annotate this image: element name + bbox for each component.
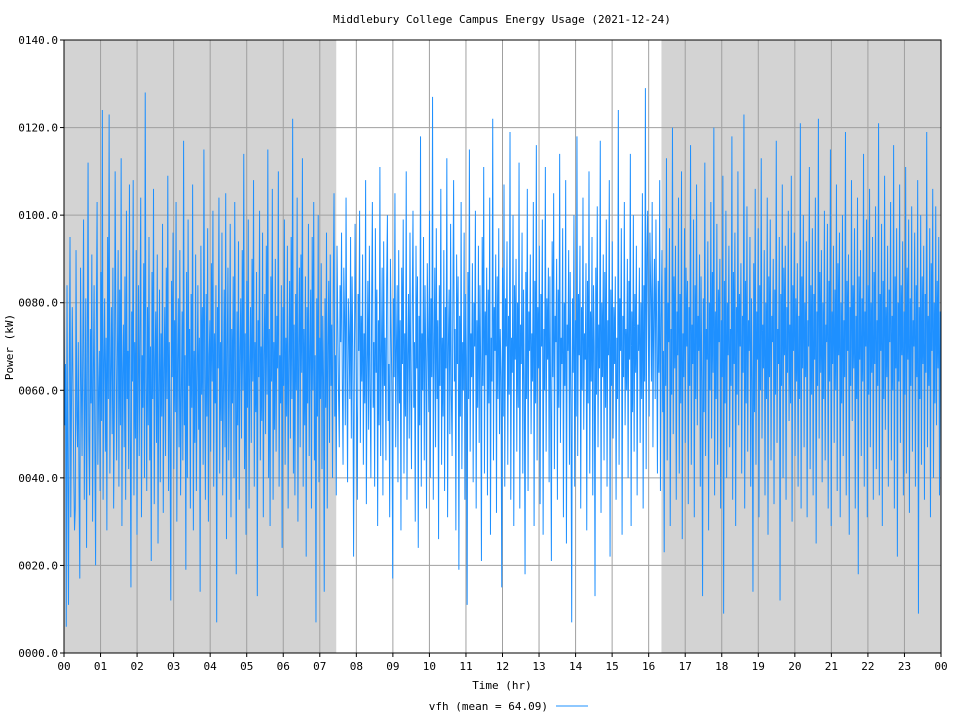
y-tick-label: 0060.0 [18, 384, 58, 397]
x-tick-label: 09 [386, 660, 399, 673]
chart-title: Middlebury College Campus Energy Usage (… [333, 13, 671, 26]
x-tick-label: 01 [94, 660, 107, 673]
x-tick-label: 00 [57, 660, 70, 673]
x-tick-label: 12 [496, 660, 509, 673]
y-tick-label: 0000.0 [18, 647, 58, 660]
x-tick-label: 18 [715, 660, 728, 673]
series-line [63, 88, 942, 627]
x-tick-label: 16 [642, 660, 655, 673]
x-tick-label: 19 [752, 660, 765, 673]
x-axis-label: Time (hr) [472, 679, 532, 692]
legend-label: vfh (mean = 64.09) [429, 700, 548, 713]
legend: vfh (mean = 64.09) [429, 700, 588, 713]
y-tick-label: 0020.0 [18, 559, 58, 572]
x-axis-ticks: 00 01 02 03 04 05 06 07 08 09 10 11 12 13 14 15 16 17 18 19… [57, 653, 948, 673]
y-tick-label: 0140.0 [18, 34, 58, 47]
x-tick-label: 03 [167, 660, 180, 673]
y-tick-label: 0120.0 [18, 122, 58, 135]
x-tick-label: 02 [130, 660, 143, 673]
x-tick-label: 05 [240, 660, 253, 673]
y-tick-label: 0080.0 [18, 297, 58, 310]
series-layer [63, 88, 942, 627]
x-tick-label: 20 [788, 660, 801, 673]
x-tick-label: 04 [204, 660, 218, 673]
x-tick-label: 21 [825, 660, 838, 673]
x-tick-label: 10 [423, 660, 436, 673]
x-tick-label: 00 [934, 660, 947, 673]
x-tick-label: 08 [350, 660, 363, 673]
x-tick-label: 07 [313, 660, 326, 673]
y-axis-label: Power (kW) [3, 314, 16, 380]
x-tick-label: 23 [898, 660, 911, 673]
x-tick-label: 22 [861, 660, 874, 673]
x-tick-label: 13 [532, 660, 545, 673]
x-tick-label: 06 [277, 660, 290, 673]
y-tick-label: 0100.0 [18, 209, 58, 222]
y-tick-label: 0040.0 [18, 472, 58, 485]
x-tick-label: 15 [606, 660, 619, 673]
y-axis-ticks: 0000.0 0020.0 0040.0 0060.0 0080.0 0100.0 0120… [18, 34, 64, 660]
x-tick-label: 11 [459, 660, 472, 673]
x-tick-label: 17 [679, 660, 692, 673]
x-tick-label: 14 [569, 660, 583, 673]
